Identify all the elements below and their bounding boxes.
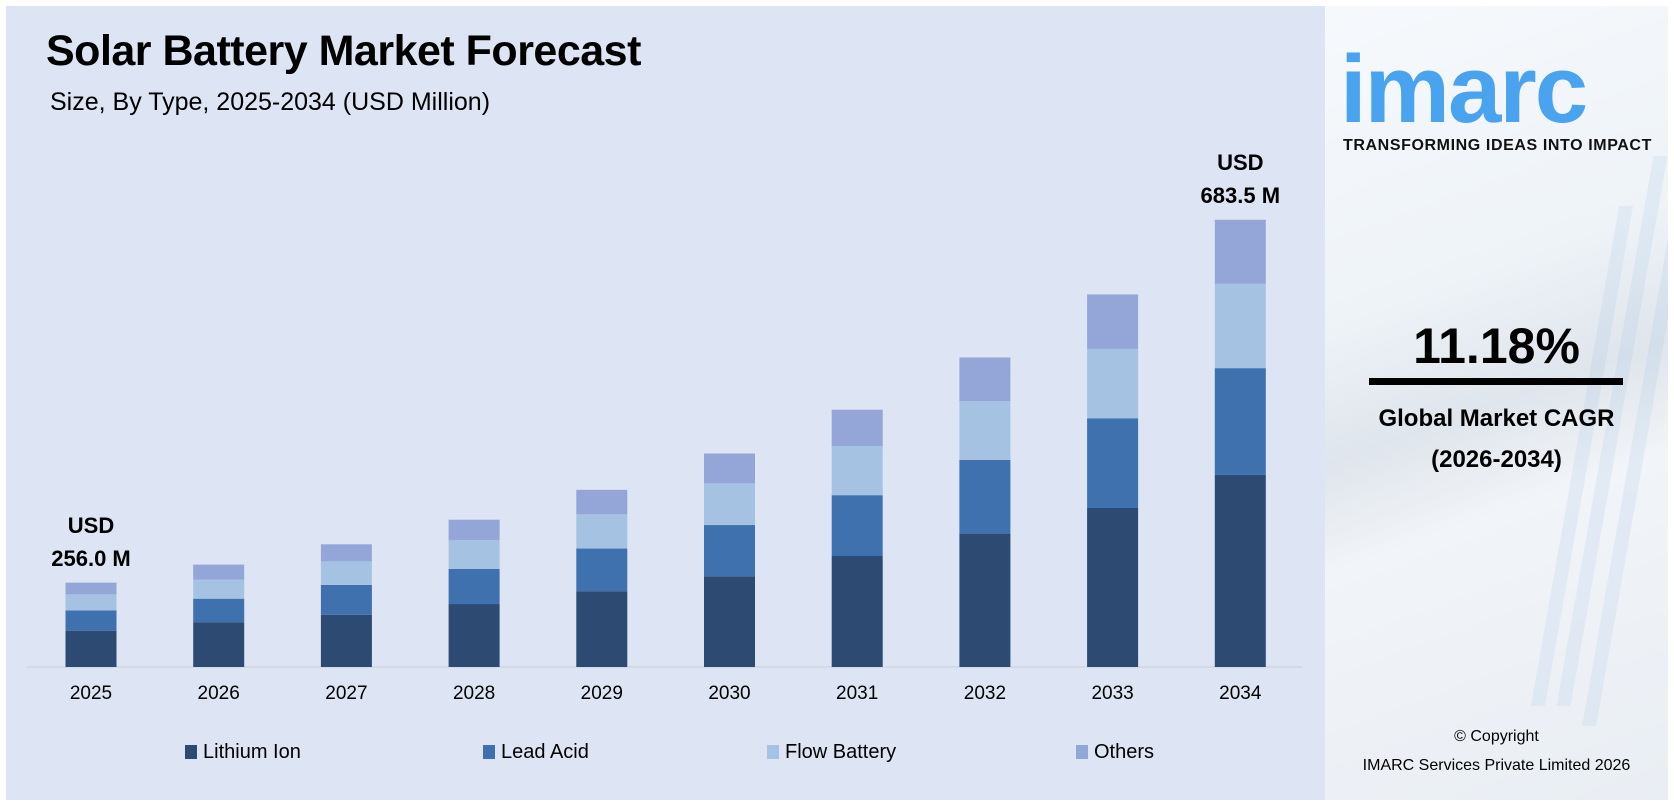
bar-segment-others-2026	[193, 564, 245, 580]
bar-segment-flow-battery-2027	[320, 561, 372, 585]
cagr-value: 11.18%	[1413, 318, 1580, 374]
legend-item-lithium-ion: Lithium Ion	[185, 740, 301, 764]
chart-subtitle: Size, By Type, 2025-2034 (USD Million)	[50, 88, 491, 116]
bar-segment-flow-battery-2034	[1214, 283, 1266, 369]
x-tick-label: 2029	[580, 683, 623, 704]
total-label: 256.0 M	[51, 545, 131, 571]
bar-segment-others-2025	[65, 582, 117, 595]
total-label: USD	[67, 512, 115, 538]
brand-panel	[1325, 6, 1668, 800]
bar-segment-lead-acid-2033	[1087, 418, 1139, 508]
bar-segment-lead-acid-2025	[65, 610, 117, 631]
bar-segment-others-2028	[448, 519, 500, 540]
bar-segment-flow-battery-2025	[65, 594, 117, 611]
x-tick-label: 2033	[1091, 683, 1134, 704]
legend-item-flow-battery: Flow Battery	[767, 740, 896, 764]
legend-swatch	[483, 745, 495, 759]
bar-segment-lithium-ion-2031	[831, 556, 883, 667]
bar-segment-flow-battery-2026	[193, 579, 245, 599]
bar-segment-others-2030	[704, 453, 755, 484]
legend-item-others: Others	[1076, 740, 1154, 764]
bar-segment-lithium-ion-2027	[320, 614, 372, 667]
bar-segment-others-2029	[576, 489, 628, 515]
legend-swatch	[185, 745, 197, 759]
bar-segment-lithium-ion-2025	[65, 630, 117, 667]
brand-tagline: TRANSFORMING IDEAS INTO IMPACT	[1343, 137, 1652, 154]
bar-segment-lithium-ion-2029	[576, 591, 628, 667]
bar-segment-lead-acid-2031	[831, 495, 883, 557]
bar-segment-others-2034	[1214, 219, 1266, 284]
bar-segment-lead-acid-2029	[576, 548, 628, 592]
imarc-logo: imarc	[1340, 36, 1588, 143]
bar-segment-others-2031	[831, 409, 883, 447]
legend-label: Others	[1094, 741, 1155, 763]
total-label: 683.5 M	[1200, 182, 1281, 208]
cagr-label: Global Market CAGR	[1378, 405, 1615, 432]
x-tick-label: 2030	[708, 683, 751, 704]
bar-segment-flow-battery-2033	[1087, 348, 1139, 419]
x-tick-label: 2026	[197, 683, 240, 704]
x-tick-label: 2028	[452, 683, 496, 704]
bar-segment-flow-battery-2032	[959, 401, 1011, 460]
x-tick-label: 2027	[325, 683, 368, 704]
x-tick-label: 2031	[836, 683, 879, 704]
x-tick-label: 2034	[1219, 683, 1262, 704]
bar-segment-lithium-ion-2028	[448, 604, 500, 667]
bar-segment-lead-acid-2028	[448, 568, 500, 605]
bar-segment-lead-acid-2034	[1214, 368, 1266, 475]
cagr-period: (2026-2034)	[1431, 446, 1562, 473]
bar-segment-flow-battery-2031	[831, 446, 883, 496]
x-tick-label: 2032	[963, 683, 1007, 704]
legend-item-lead-acid: Lead Acid	[483, 740, 589, 764]
divider	[1369, 378, 1623, 385]
bar-segment-flow-battery-2029	[576, 514, 628, 549]
legend-label: Lead Acid	[501, 741, 589, 763]
copyright: © Copyright	[1454, 728, 1539, 745]
company-name: IMARC Services Private Limited 2026	[1362, 757, 1631, 774]
bar-segment-lead-acid-2026	[193, 598, 245, 623]
bar-segment-lithium-ion-2030	[704, 576, 755, 667]
legend-swatch	[1076, 745, 1088, 759]
total-label: USD	[1217, 149, 1264, 175]
bar-segment-lead-acid-2032	[959, 459, 1011, 534]
bar-segment-flow-battery-2030	[704, 483, 755, 526]
bar-segment-others-2032	[959, 357, 1011, 402]
bar-segment-lithium-ion-2026	[193, 622, 245, 667]
bar-segment-lithium-ion-2034	[1214, 474, 1266, 667]
chart-title: Solar Battery Market Forecast	[46, 27, 641, 75]
bar-segment-lead-acid-2027	[320, 584, 372, 615]
bar-segment-others-2033	[1087, 294, 1139, 349]
x-tick-label: 2025	[69, 683, 113, 704]
bar-segment-lithium-ion-2033	[1087, 507, 1139, 667]
bar-segment-others-2027	[320, 544, 372, 562]
bar-segment-flow-battery-2028	[448, 539, 500, 569]
legend-label: Lithium Ion	[203, 741, 301, 763]
bar-segment-lead-acid-2030	[704, 525, 755, 577]
legend-label: Flow Battery	[785, 741, 897, 763]
bar-segment-lithium-ion-2032	[959, 533, 1011, 667]
legend-swatch	[767, 745, 779, 759]
